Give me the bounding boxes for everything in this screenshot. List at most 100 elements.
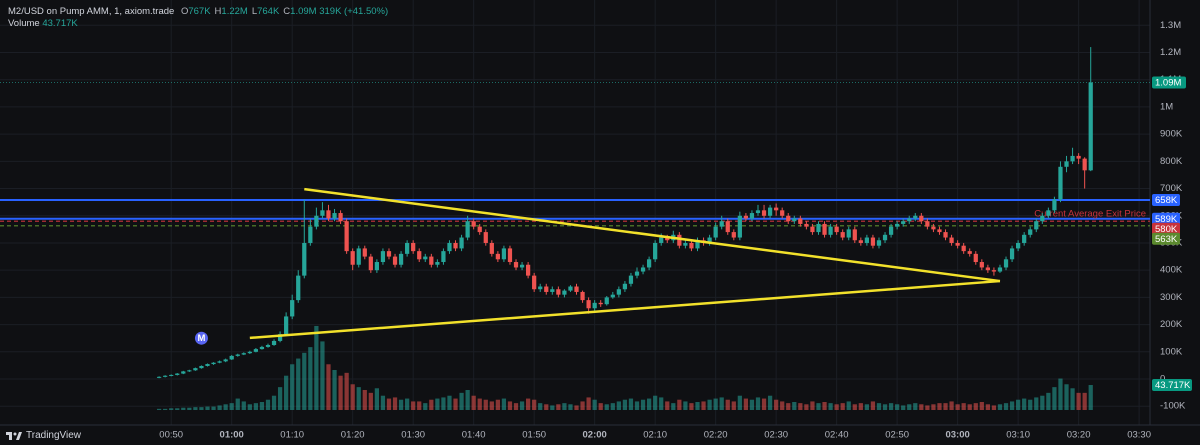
- candle-body: [405, 242, 410, 254]
- volume-bar: [465, 389, 470, 410]
- volume-bar: [1058, 378, 1063, 410]
- volume-bar: [1088, 385, 1093, 410]
- candle-body: [320, 210, 325, 216]
- volume-bar: [423, 403, 428, 410]
- candle-body: [767, 207, 773, 216]
- candle-body: [907, 218, 912, 222]
- ohlc-key: C: [283, 6, 291, 17]
- volume-bar: [725, 399, 730, 410]
- candle-body: [967, 251, 972, 254]
- y-tick-label: 1.2M: [1160, 47, 1181, 58]
- y-tick-label: 1.3M: [1160, 20, 1181, 31]
- volume-bar: [235, 398, 240, 410]
- candle-body: [435, 262, 440, 265]
- candle-body: [816, 223, 821, 233]
- candle-body: [725, 221, 730, 233]
- candle-body: [156, 376, 162, 378]
- volume-bar: [1040, 395, 1045, 410]
- volume-bar: [205, 406, 210, 410]
- volume-bar: [1003, 403, 1009, 410]
- volume-bar: [949, 401, 954, 410]
- candle-body: [429, 256, 434, 265]
- volume-bar: [1064, 384, 1069, 410]
- candle-body: [344, 221, 349, 252]
- brand-name: TradingView: [26, 430, 82, 441]
- change: 319K (+41.50%): [319, 6, 389, 17]
- candle-body: [568, 286, 573, 291]
- x-tick-label: 02:00: [583, 430, 607, 441]
- volume-bar: [713, 398, 718, 410]
- price-line-label: 658K: [1155, 195, 1178, 206]
- volume-bar: [665, 401, 670, 410]
- candle-body: [713, 226, 718, 238]
- candle-body: [985, 267, 990, 271]
- ohlc-value: 1.22M: [221, 6, 248, 17]
- candle-body: [755, 210, 761, 214]
- candle-body: [646, 259, 652, 268]
- volume-value: 43.717K: [42, 18, 78, 29]
- candle-body: [411, 242, 416, 252]
- y-tick-label: 300K: [1160, 292, 1183, 303]
- candle-body: [193, 368, 198, 371]
- candle-body: [598, 302, 603, 305]
- candle-body: [580, 291, 585, 301]
- volume-bar: [1022, 398, 1027, 410]
- volume-bar: [683, 401, 688, 410]
- candle-body: [326, 210, 331, 219]
- volume-bar: [217, 405, 222, 410]
- candle-body: [489, 242, 494, 254]
- trendline: [304, 187, 1001, 283]
- candle-body: [574, 286, 579, 292]
- volume-bar: [979, 401, 984, 410]
- candle-body: [181, 371, 186, 374]
- volume-bar: [616, 401, 621, 410]
- x-tick-label: 01:00: [220, 430, 244, 441]
- volume-bar: [187, 407, 192, 410]
- volume-bar: [338, 375, 343, 410]
- volume-bar: [229, 403, 234, 410]
- price-line-label-box: [1152, 193, 1180, 206]
- candle-body: [507, 248, 513, 263]
- candle-body: [271, 340, 277, 346]
- candle-body: [513, 262, 519, 268]
- volume-bar: [320, 341, 325, 410]
- candle-body: [798, 218, 803, 224]
- volume-bar: [901, 405, 906, 410]
- volume-bar: [659, 397, 664, 410]
- volume-bar: [562, 403, 567, 410]
- volume-bar: [211, 406, 216, 410]
- candle-body: [852, 229, 857, 241]
- candle-body: [284, 316, 289, 335]
- volume-bar: [356, 387, 361, 410]
- x-tick-label: 02:40: [825, 430, 849, 441]
- volume-bar: [435, 398, 440, 410]
- last-price-label-box: [1152, 76, 1186, 89]
- volume-bar: [368, 392, 373, 410]
- candle-body: [163, 375, 168, 377]
- volume-last-label: 43.717K: [1155, 380, 1191, 391]
- candle-body: [296, 275, 301, 301]
- candle-body: [241, 353, 246, 355]
- candle-body: [169, 374, 174, 376]
- candle-body: [1003, 259, 1009, 268]
- candle-body: [477, 226, 482, 233]
- candle-body: [870, 237, 876, 246]
- volume-bar: [199, 407, 204, 410]
- volume-bar: [398, 399, 404, 410]
- volume-bar: [550, 405, 555, 410]
- candle-body: [689, 242, 694, 249]
- candle-body: [1009, 248, 1015, 260]
- ohlc: O767K H1.22M L764K C1.09M: [177, 6, 317, 17]
- candle-body: [525, 264, 531, 276]
- volume-bar: [532, 399, 537, 410]
- volume-bar: [253, 403, 259, 410]
- volume-bar: [834, 404, 839, 410]
- candle-body: [695, 240, 700, 249]
- brand-logo: [6, 431, 22, 440]
- candle-body: [653, 242, 658, 260]
- volume-bar: [888, 403, 894, 410]
- volume-bar: [156, 408, 162, 410]
- x-tick-label: 02:20: [704, 430, 728, 441]
- candle-body: [834, 226, 839, 233]
- volume-bar: [175, 408, 180, 410]
